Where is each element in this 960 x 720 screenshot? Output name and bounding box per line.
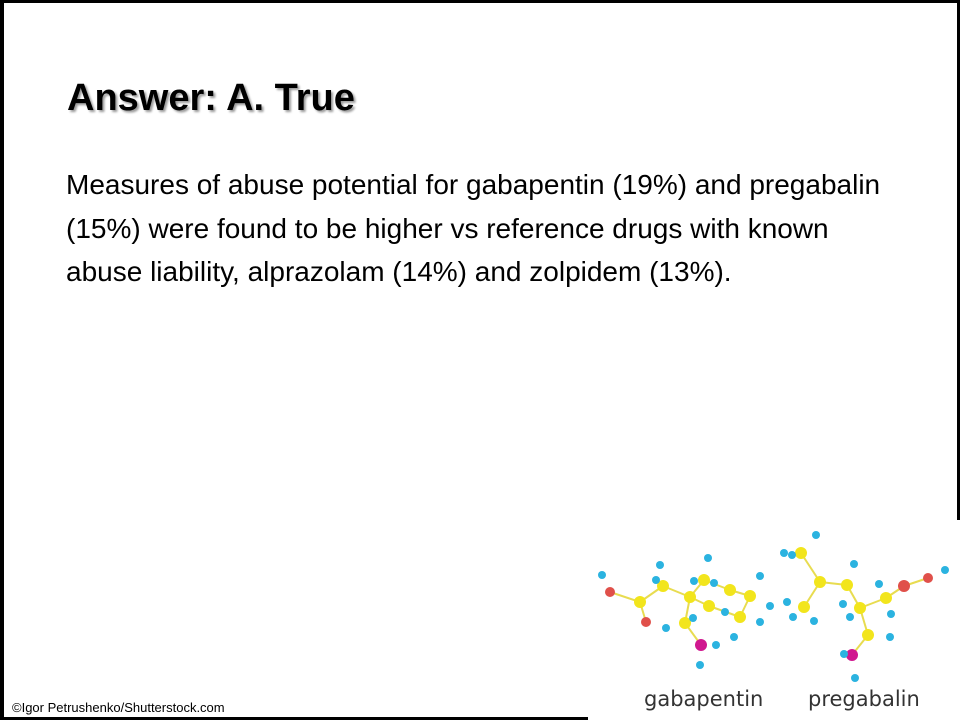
hydrogen-atoms (598, 531, 949, 682)
carbon-atoms (634, 547, 892, 641)
nitrogen-atoms (695, 639, 858, 661)
molecule-models-image (598, 531, 949, 682)
molecule-figure: gabapentin pregabalin (588, 520, 960, 720)
pregabalin-label: pregabalin (808, 687, 920, 711)
image-credit: ©Igor Petrushenko/Shutterstock.com (12, 700, 225, 715)
slide: Answer: A. True Measures of abuse potent… (4, 3, 960, 720)
slide-title: Answer: A. True (67, 77, 355, 119)
gabapentin-label: gabapentin (644, 687, 764, 711)
slide-body-text: Measures of abuse potential for gabapent… (66, 169, 881, 287)
oxygen-atoms (605, 573, 933, 627)
